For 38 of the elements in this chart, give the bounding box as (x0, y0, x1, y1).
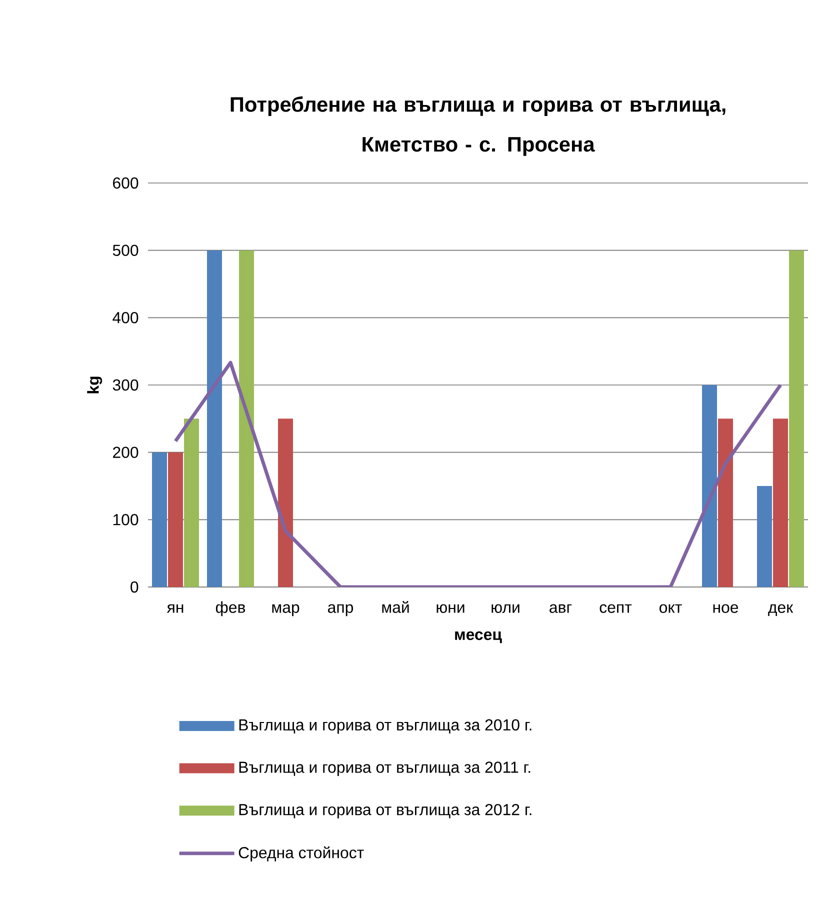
legend-label: Средна стойност (238, 846, 364, 862)
bar (239, 250, 254, 587)
legend-label: Въглища и горива от въглища за 2012 г. (239, 804, 532, 818)
chart-title: Потребление на въглища и горива от въглища, (230, 96, 726, 116)
x-axis-title: месец (455, 631, 502, 644)
bar (152, 452, 167, 587)
y-tick-label: 400 (112, 312, 138, 324)
x-tick-label: ное (713, 604, 738, 613)
x-tick-label: мар (272, 604, 300, 616)
bar (278, 418, 294, 587)
x-tick-label: септ (600, 604, 632, 613)
y-tick-label: 0 (130, 581, 138, 593)
bar (702, 384, 718, 587)
x-tick-label: юни (436, 604, 464, 613)
bar (168, 452, 183, 587)
legend-label: Въглища и горива от въглища за 2010 г. (239, 719, 532, 734)
x-tick-label: ян (166, 604, 184, 613)
bar (718, 418, 734, 587)
y-tick-label: 300 (112, 379, 138, 391)
x-tick-label: окт (660, 604, 682, 613)
legend-label: Въглища и горива от въглища за 2011 г. (239, 762, 530, 776)
y-tick-label: 500 (112, 244, 138, 256)
y-tick-label: 600 (113, 177, 138, 189)
y-tick-label: 200 (113, 446, 138, 458)
y-tick-label: 100 (113, 514, 138, 526)
bar (184, 418, 199, 587)
x-tick-label: юли (492, 604, 520, 613)
bar (773, 418, 788, 587)
y-axis-title: kg (87, 376, 102, 394)
x-tick-label: май (382, 600, 409, 613)
chart-subtitle: Кметство - с. Просена (362, 137, 595, 156)
bar (789, 250, 804, 587)
bar (207, 250, 222, 587)
x-tick-label: дек (768, 604, 794, 616)
bar (757, 486, 772, 587)
x-tick-label: авг (550, 604, 572, 613)
x-tick-label: фев (216, 601, 246, 616)
x-tick-label: апр (328, 604, 354, 616)
